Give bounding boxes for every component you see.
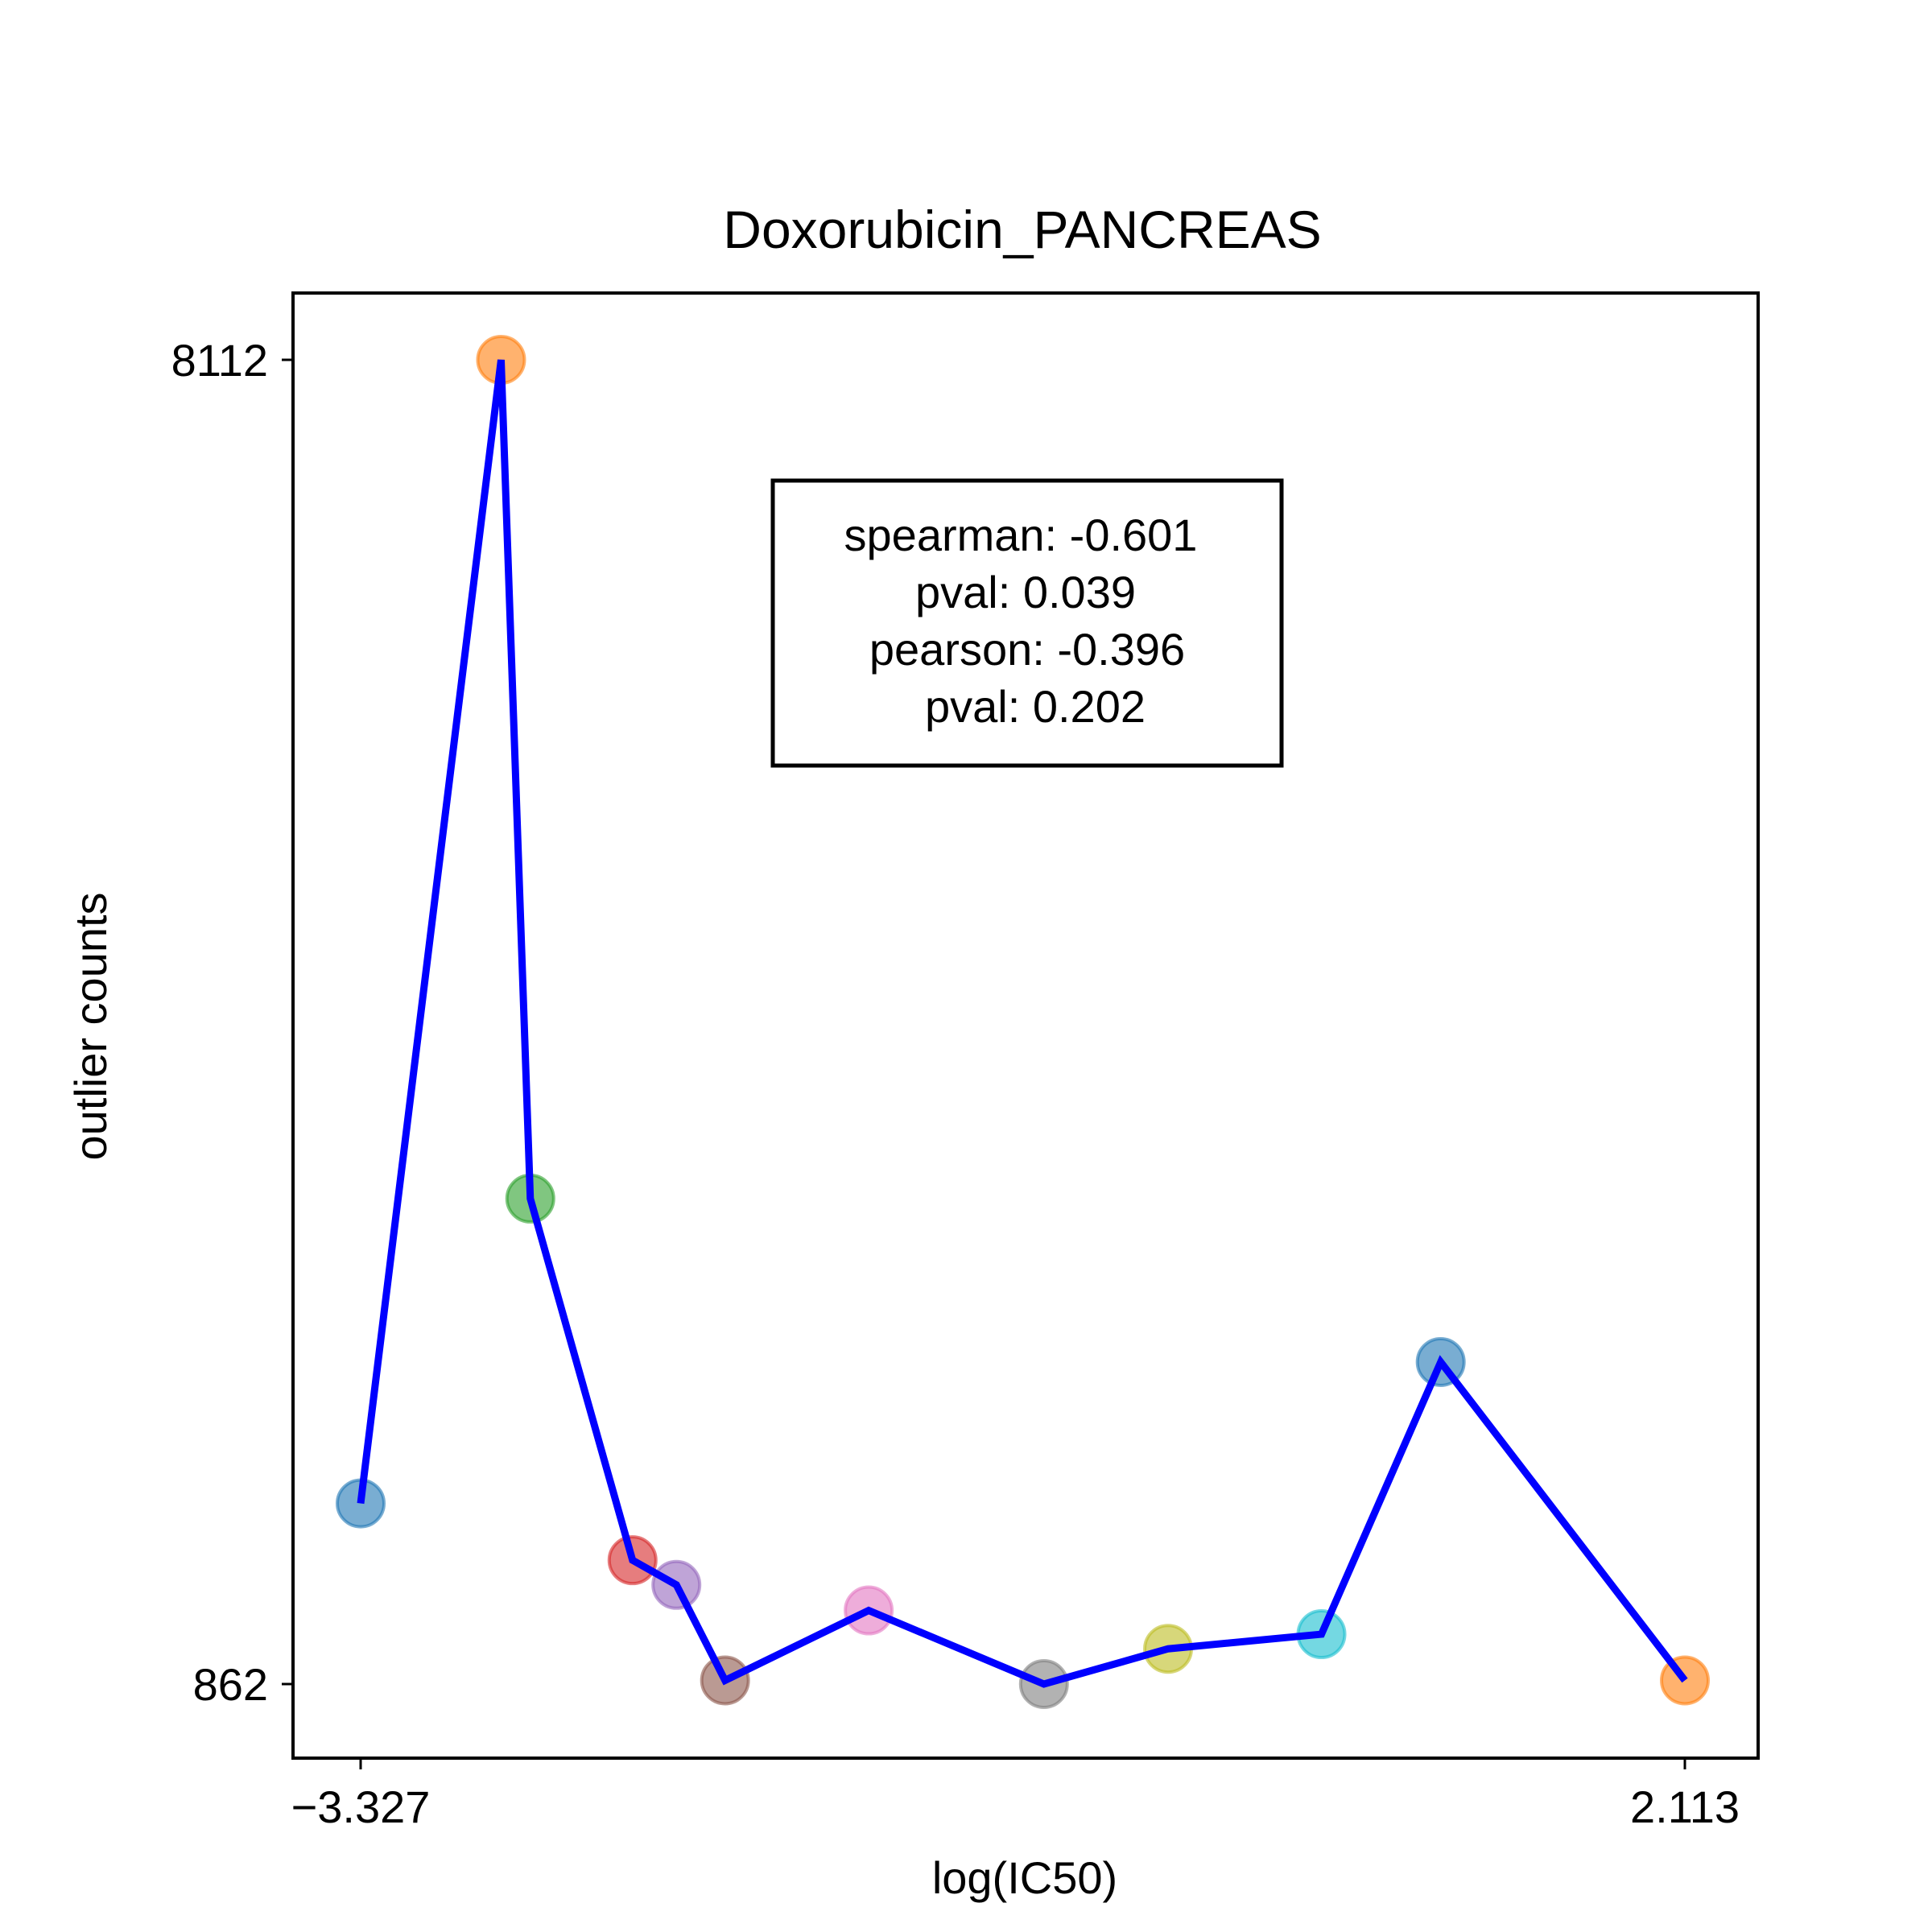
y-axis-label: outlier counts	[65, 892, 116, 1160]
chart-title: Doxorubicin_PANCREAS	[723, 200, 1321, 259]
x-axis-label: log(IC50)	[932, 1852, 1117, 1903]
y-tick-label-bottom: 862	[193, 1659, 268, 1710]
stats-spearman-pval: pval: 0.039	[915, 567, 1136, 617]
x-tick-label-right: 2.113	[1630, 1781, 1740, 1832]
series-line	[357, 359, 1688, 1688]
stats-pearson-pval: pval: 0.202	[925, 681, 1146, 732]
x-tick-label-left: −3.327	[291, 1781, 431, 1832]
stats-box	[770, 478, 1284, 768]
stats-pearson: pearson: -0.396	[869, 624, 1185, 675]
stats-spearman: spearman: -0.601	[844, 510, 1198, 560]
y-tick-label-top: 8112	[171, 335, 268, 386]
plot-frame	[291, 291, 1760, 1760]
trend-line	[357, 359, 1688, 1688]
